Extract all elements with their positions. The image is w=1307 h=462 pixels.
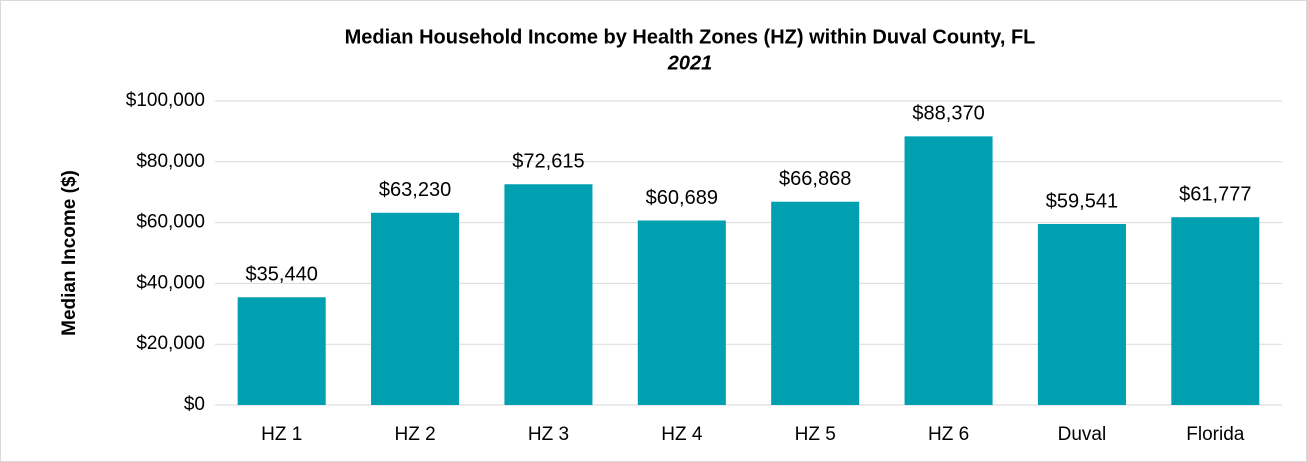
chart-subtitle: 2021	[667, 52, 713, 74]
data-label: $61,777	[1179, 183, 1251, 205]
bar	[904, 136, 993, 405]
x-tick-label: HZ 1	[261, 424, 302, 445]
chart-title: Median Household Income by Health Zones …	[345, 26, 1036, 48]
x-tick-label: HZ 3	[528, 424, 569, 445]
data-label: $59,541	[1046, 190, 1118, 212]
x-tick-label: HZ 6	[928, 424, 969, 445]
bar	[504, 184, 593, 405]
bar	[237, 297, 326, 405]
x-tick-label: Florida	[1186, 424, 1245, 445]
y-tick-label: $80,000	[136, 151, 205, 172]
x-tick-label: HZ 5	[795, 424, 836, 445]
y-tick-label: $0	[184, 394, 205, 415]
x-tick-label: HZ 2	[394, 424, 435, 445]
y-tick-label: $20,000	[136, 333, 205, 354]
data-label: $66,868	[779, 168, 851, 190]
bar	[1037, 223, 1126, 405]
y-tick-label: $60,000	[136, 212, 205, 233]
bar	[637, 220, 726, 405]
x-tick-label: HZ 4	[661, 424, 703, 445]
x-tick-label: Duval	[1058, 424, 1107, 445]
data-label: $88,370	[912, 103, 984, 125]
data-label: $72,615	[512, 151, 584, 173]
y-axis-label: Median Income ($)	[59, 170, 80, 336]
data-label: $60,689	[646, 187, 718, 209]
data-label: $63,230	[379, 179, 451, 201]
data-label: $35,440	[246, 264, 318, 286]
y-tick-label: $100,000	[126, 90, 205, 111]
bar	[771, 201, 860, 405]
bar	[371, 212, 460, 405]
y-tick-label: $40,000	[136, 272, 205, 293]
bar	[1171, 217, 1260, 405]
